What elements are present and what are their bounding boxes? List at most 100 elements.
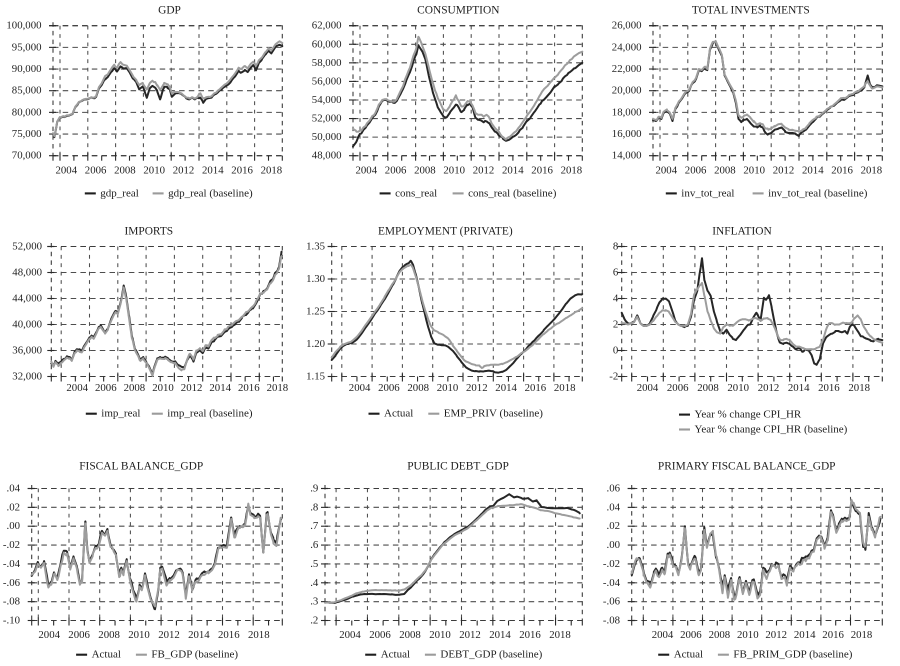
svg-text:2004: 2004: [652, 629, 674, 641]
svg-text:2012: 2012: [773, 165, 795, 177]
svg-text:36,000: 36,000: [12, 345, 42, 357]
svg-text:58,000: 58,000: [312, 57, 342, 69]
svg-text:2006: 2006: [369, 629, 391, 641]
svg-text:2016: 2016: [831, 165, 853, 177]
svg-text:INFLATION: INFLATION: [712, 226, 771, 238]
svg-text:1.15: 1.15: [306, 371, 325, 383]
svg-text:.4: .4: [310, 577, 319, 589]
svg-text:2018: 2018: [554, 382, 576, 394]
svg-text:1.35: 1.35: [306, 241, 325, 253]
svg-text:Actual: Actual: [674, 649, 703, 661]
svg-text:.3: .3: [310, 596, 318, 608]
svg-text:2004: 2004: [356, 165, 378, 177]
svg-text:Actual: Actual: [92, 649, 121, 661]
svg-text:FISCAL BALANCE_GDP: FISCAL BALANCE_GDP: [79, 461, 203, 473]
svg-text:2008: 2008: [98, 629, 120, 641]
svg-text:1.25: 1.25: [306, 306, 325, 318]
svg-text:2008: 2008: [114, 165, 136, 177]
svg-text:2006: 2006: [95, 382, 117, 394]
svg-text:2: 2: [613, 319, 618, 331]
svg-text:2010: 2010: [437, 382, 459, 394]
svg-text:26,000: 26,000: [612, 20, 642, 32]
svg-text:.06: .06: [607, 483, 621, 495]
svg-text:-.04: -.04: [3, 558, 21, 570]
svg-text:-.10: -.10: [3, 615, 20, 627]
svg-text:imp_real (baseline): imp_real (baseline): [167, 408, 253, 420]
svg-text:1.30: 1.30: [306, 273, 325, 285]
svg-text:2006: 2006: [680, 629, 702, 641]
svg-text:80,000: 80,000: [12, 106, 42, 118]
svg-text:2010: 2010: [429, 629, 451, 641]
svg-text:-.02: -.02: [603, 558, 620, 570]
svg-text:2018: 2018: [248, 629, 270, 641]
svg-text:imp_real: imp_real: [101, 408, 140, 420]
svg-text:2014: 2014: [188, 629, 210, 641]
svg-text:2014: 2014: [802, 165, 824, 177]
svg-text:2016: 2016: [238, 382, 260, 394]
svg-text:54,000: 54,000: [312, 94, 342, 106]
svg-text:cons_real (baseline): cons_real (baseline): [468, 187, 557, 199]
svg-text:2014: 2014: [788, 382, 810, 394]
svg-text:2014: 2014: [209, 382, 231, 394]
svg-text:1.20: 1.20: [306, 338, 325, 350]
svg-text:.02: .02: [7, 501, 21, 513]
svg-text:2010: 2010: [727, 382, 749, 394]
svg-text:2014: 2014: [502, 165, 524, 177]
svg-text:2014: 2014: [794, 629, 816, 641]
svg-text:2018: 2018: [267, 382, 289, 394]
svg-text:Year % change CPI_HR (baseline: Year % change CPI_HR (baseline): [695, 424, 848, 436]
svg-text:2010: 2010: [128, 629, 150, 641]
svg-text:.5: .5: [310, 558, 318, 570]
svg-text:0: 0: [613, 345, 618, 357]
svg-text:8: 8: [613, 241, 618, 253]
svg-text:2004: 2004: [656, 165, 678, 177]
svg-text:2012: 2012: [158, 629, 180, 641]
svg-text:2010: 2010: [152, 382, 174, 394]
svg-text:2004: 2004: [339, 629, 361, 641]
svg-text:.00: .00: [607, 539, 621, 551]
svg-text:-.04: -.04: [603, 577, 621, 589]
svg-text:2008: 2008: [399, 629, 421, 641]
svg-text:2018: 2018: [861, 165, 883, 177]
svg-text:75,000: 75,000: [12, 128, 42, 140]
svg-text:24,000: 24,000: [612, 41, 642, 53]
svg-text:PUBLIC DEBT_GDP: PUBLIC DEBT_GDP: [407, 461, 509, 473]
svg-text:.8: .8: [310, 501, 318, 513]
svg-text:-.06: -.06: [3, 577, 21, 589]
svg-text:-2: -2: [609, 371, 618, 383]
svg-text:CONSUMPTION: CONSUMPTION: [417, 5, 499, 17]
svg-text:EMPLOYMENT (PRIVATE): EMPLOYMENT (PRIVATE): [378, 226, 513, 238]
svg-text:2012: 2012: [459, 629, 481, 641]
svg-text:18,000: 18,000: [612, 106, 642, 118]
svg-text:2014: 2014: [495, 382, 517, 394]
svg-text:FB_GDP (baseline): FB_GDP (baseline): [151, 649, 238, 661]
svg-text:22,000: 22,000: [612, 63, 642, 75]
svg-text:40,000: 40,000: [12, 319, 42, 331]
svg-text:2004: 2004: [56, 165, 78, 177]
svg-text:FB_PRIM_GDP (baseline): FB_PRIM_GDP (baseline): [733, 649, 852, 661]
svg-text:2016: 2016: [822, 629, 844, 641]
svg-text:6: 6: [613, 267, 619, 279]
svg-text:2012: 2012: [173, 165, 195, 177]
svg-text:2008: 2008: [714, 165, 736, 177]
svg-text:2012: 2012: [765, 629, 787, 641]
svg-text:2004: 2004: [349, 382, 371, 394]
svg-text:2010: 2010: [143, 165, 165, 177]
svg-text:50,000: 50,000: [312, 131, 342, 143]
svg-text:2016: 2016: [531, 165, 553, 177]
svg-text:52,000: 52,000: [312, 113, 342, 125]
svg-text:2006: 2006: [85, 165, 107, 177]
svg-text:90,000: 90,000: [12, 63, 42, 75]
svg-text:.7: .7: [310, 520, 319, 532]
svg-text:Year % change CPI_HR: Year % change CPI_HR: [695, 409, 802, 421]
svg-text:16,000: 16,000: [612, 128, 642, 140]
svg-text:.04: .04: [607, 501, 621, 513]
svg-text:-.08: -.08: [603, 615, 620, 627]
svg-text:-.02: -.02: [3, 539, 20, 551]
svg-text:.6: .6: [310, 539, 319, 551]
svg-text:.02: .02: [607, 520, 621, 532]
svg-text:2014: 2014: [489, 629, 511, 641]
svg-text:2006: 2006: [378, 382, 400, 394]
svg-text:inv_tot_real: inv_tot_real: [681, 187, 734, 199]
svg-text:2012: 2012: [473, 165, 495, 177]
